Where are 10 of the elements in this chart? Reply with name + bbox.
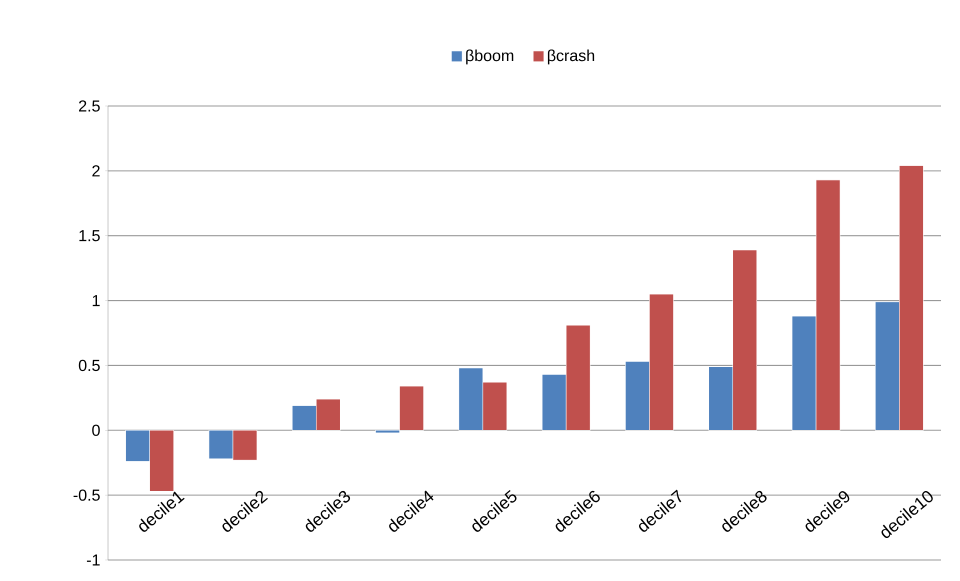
y-tick-label: 2.5 bbox=[79, 100, 100, 112]
y-tick-label: 0.5 bbox=[78, 360, 100, 372]
y-tick-label: -1 bbox=[86, 554, 100, 566]
y-tick-label: 1.5 bbox=[79, 230, 100, 242]
legend-label: βboom bbox=[466, 49, 514, 64]
y-tick-label: 0 bbox=[92, 424, 100, 436]
y-tick-label: -0.5 bbox=[74, 489, 100, 501]
y-tick-label: 1 bbox=[92, 295, 100, 306]
y-tick-label: 2 bbox=[92, 165, 100, 176]
legend-label: βcrash bbox=[548, 49, 594, 64]
